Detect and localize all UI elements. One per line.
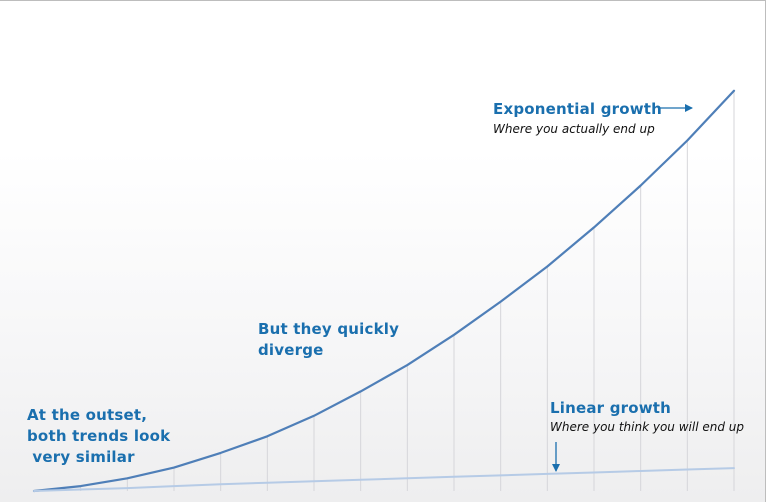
- exponential-growth-line: [32, 89, 736, 493]
- series-layer: [32, 89, 736, 493]
- annotation-linear-title: Linear growth: [550, 399, 672, 417]
- annotation-outset: At the outset, both trends look very sim…: [27, 406, 171, 466]
- annotation-exponential-title: Exponential growth: [493, 100, 663, 118]
- linear-growth-line: [33, 467, 735, 492]
- annotation-exponential-subtitle: Where you actually end up: [493, 122, 655, 136]
- grid-lines: [80, 90, 735, 491]
- annotation-linear-subtitle: Where you think you will end up: [550, 420, 744, 434]
- annotation-diverge: But they quickly diverge: [258, 320, 400, 359]
